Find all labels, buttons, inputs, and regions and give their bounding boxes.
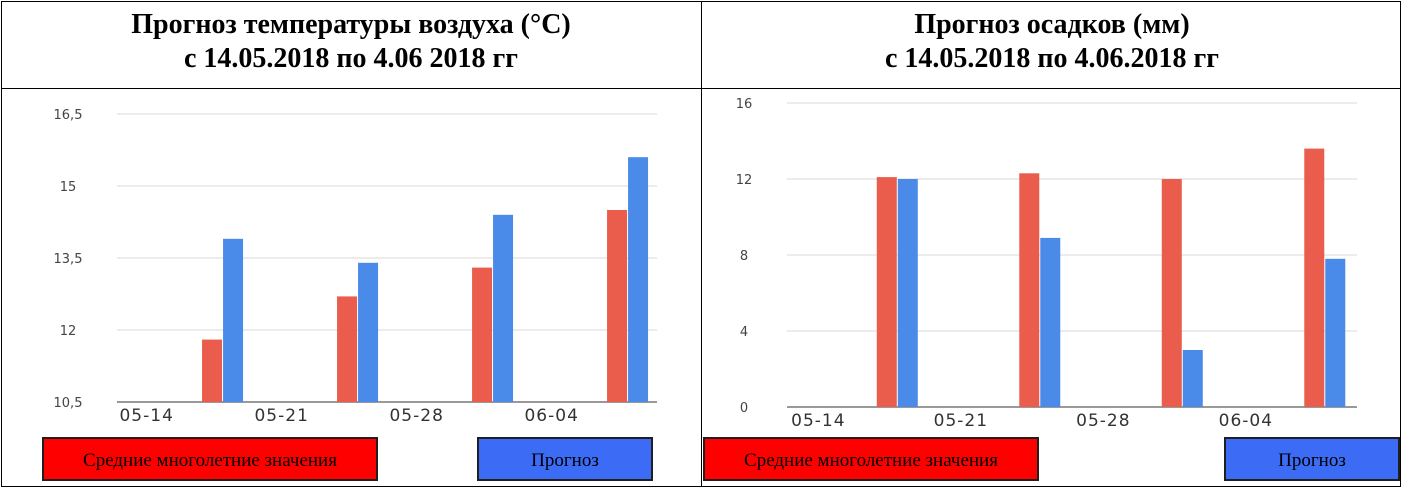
temperature-x-tick-label: 05-28	[389, 406, 443, 426]
precipitation-x-tick-label: 06-04	[1219, 411, 1273, 431]
precipitation-forecast-bar	[897, 179, 918, 407]
precipitation-y-tick-label: 12	[736, 173, 753, 188]
temperature-y-tick-label: 12	[60, 324, 77, 339]
precipitation-avg-bar	[1161, 179, 1182, 407]
temperature-avg-bar	[202, 339, 223, 402]
temperature-avg-bar	[472, 267, 493, 402]
temperature-title-line2: с 14.05.2018 по 4.06 2018 гг	[184, 43, 518, 74]
temperature-forecast-bar	[493, 214, 514, 402]
column-divider	[701, 1, 702, 487]
temperature-y-tick-label: 15	[60, 180, 77, 195]
precipitation-y-tick-label: 0	[740, 401, 748, 416]
precipitation-x-tick-label: 05-21	[934, 411, 988, 431]
precipitation-x-tick-label: 05-14	[791, 411, 845, 431]
temperature-legend-avg: Средние многолетние значения	[42, 437, 378, 481]
precipitation-avg-bar	[1019, 173, 1040, 407]
precipitation-legend-forecast: Прогноз	[1224, 437, 1400, 481]
precipitation-chart-title: Прогноз осадков (мм) с 14.05.2018 по 4.0…	[702, 8, 1402, 76]
precipitation-forecast-bar	[1325, 258, 1346, 407]
precipitation-x-tick-label: 05-28	[1076, 411, 1130, 431]
precipitation-avg-bar	[1304, 148, 1325, 407]
precipitation-y-tick-label: 4	[740, 325, 748, 340]
temperature-avg-bar	[607, 210, 628, 402]
temperature-title-line1: Прогноз температуры воздуха (°C)	[131, 9, 571, 40]
temperature-y-tick-label: 16,5	[54, 108, 83, 123]
temperature-legend-forecast: Прогноз	[477, 437, 653, 481]
temperature-y-tick-label: 10,5	[54, 396, 83, 411]
temperature-chart-title: Прогноз температуры воздуха (°C) с 14.05…	[1, 8, 701, 76]
temperature-avg-bar	[337, 296, 358, 402]
temperature-forecast-bar	[223, 238, 244, 402]
temperature-forecast-bar	[628, 157, 649, 402]
precipitation-y-tick-label: 16	[736, 97, 753, 112]
precipitation-title-line2: с 14.05.2018 по 4.06.2018 гг	[885, 43, 1219, 74]
precipitation-forecast-bar	[1040, 237, 1061, 407]
temperature-x-tick-label: 05-21	[254, 406, 308, 426]
temperature-y-tick-label: 13,5	[54, 252, 83, 267]
temperature-chart: 10,5 12 13,5 15 16,5 05-14 05-21 05-28 06-04	[54, 108, 657, 426]
precipitation-title-line1: Прогноз осадков (мм)	[914, 9, 1190, 40]
temperature-x-tick-label: 06-04	[524, 406, 578, 426]
temperature-x-tick-label: 05-14	[119, 406, 173, 426]
precipitation-legend-avg: Средние многолетние значения	[703, 437, 1039, 481]
header-divider	[1, 88, 1401, 89]
temperature-forecast-bar	[358, 262, 379, 402]
precipitation-forecast-bar	[1182, 350, 1203, 407]
precipitation-y-tick-label: 8	[740, 249, 748, 264]
precipitation-avg-bar	[876, 177, 897, 407]
